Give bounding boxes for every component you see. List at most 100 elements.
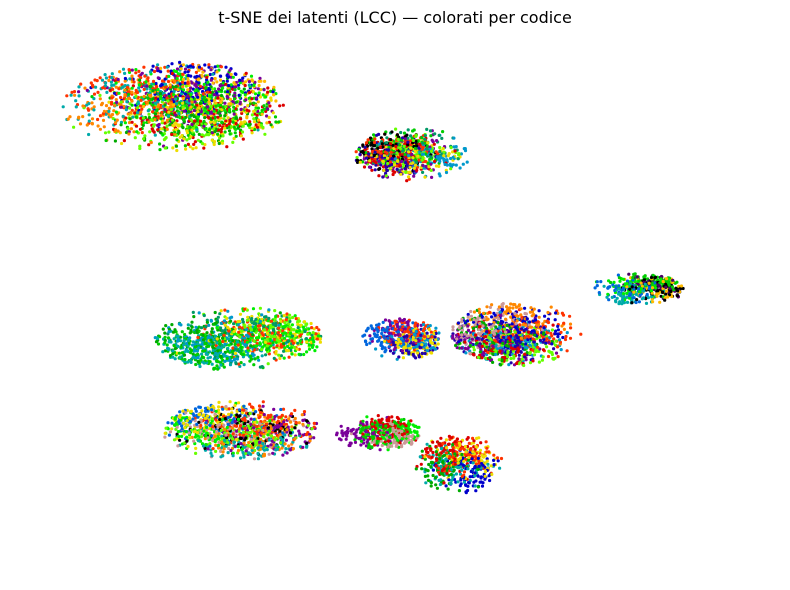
cluster-6: [153, 306, 323, 371]
scatter-point: [548, 350, 552, 354]
scatter-point: [69, 93, 73, 97]
scatter-point: [406, 175, 411, 179]
scatter-point: [180, 134, 184, 138]
scatter-point: [357, 147, 361, 151]
scatter-point: [177, 129, 181, 133]
scatter-point: [123, 88, 127, 92]
scatter-point: [258, 76, 262, 80]
scatter-point: [231, 100, 235, 104]
scatter-point: [506, 355, 510, 359]
scatter-point: [159, 127, 163, 131]
scatter-point: [196, 89, 200, 93]
scatter-point: [205, 90, 209, 94]
scatter-point: [454, 145, 458, 149]
scatter-point: [560, 311, 565, 315]
scatter-point: [397, 355, 401, 359]
scatter-point: [556, 328, 561, 332]
scatter-point: [223, 114, 227, 118]
cluster-1: [61, 60, 285, 153]
scatter-point: [210, 90, 215, 94]
scatter-point: [423, 175, 427, 179]
scatter-point: [142, 65, 146, 69]
scatter-point: [611, 283, 615, 287]
scatter-point: [127, 121, 132, 125]
scatter-point: [148, 130, 152, 134]
scatter-point: [463, 346, 467, 350]
scatter-point: [469, 341, 473, 345]
scatter-point: [104, 138, 108, 143]
scatter-point: [429, 346, 433, 350]
scatter-point: [252, 117, 256, 121]
scatter-point: [172, 79, 177, 83]
scatter-point: [562, 321, 566, 325]
scatter-point: [461, 162, 465, 166]
scatter-point: [242, 120, 246, 124]
cluster-2: [354, 127, 469, 183]
scatter-point: [401, 136, 405, 140]
scatter-point: [606, 292, 610, 296]
scatter-point: [658, 300, 662, 304]
scatter-point: [156, 100, 160, 104]
scatter-point: [189, 86, 193, 90]
scatter-point: [195, 128, 199, 132]
scatter-point: [524, 342, 528, 346]
scatter-point: [637, 300, 642, 304]
scatter-point: [191, 147, 195, 151]
scatter-point: [227, 84, 231, 88]
scatter-point: [438, 149, 442, 154]
scatter-point: [239, 117, 243, 121]
scatter-point: [251, 307, 256, 311]
scatter-point: [117, 87, 121, 91]
scatter-point: [508, 310, 512, 314]
scatter-point: [485, 326, 489, 330]
scatter-point: [193, 105, 197, 109]
scatter-point: [421, 145, 425, 149]
scatter-point: [232, 81, 236, 85]
scatter-point: [386, 156, 390, 160]
scatter-point: [379, 341, 383, 345]
scatter-point: [96, 90, 100, 94]
scatter-point: [553, 318, 557, 322]
scatter-point: [363, 145, 367, 149]
scatter-point: [228, 119, 232, 123]
scatter-point: [620, 288, 624, 292]
scatter-point: [387, 319, 391, 323]
scatter-point: [142, 121, 146, 125]
scatter-point: [372, 159, 376, 163]
scatter-point: [451, 328, 455, 332]
scatter-point: [465, 160, 469, 164]
scatter-point: [181, 118, 186, 122]
scatter-point: [504, 330, 508, 334]
scatter-point: [190, 122, 194, 127]
scatter-point: [435, 139, 439, 143]
scatter-point: [232, 105, 236, 109]
scatter-point: [564, 334, 568, 339]
scatter-point: [534, 350, 538, 354]
scatter-point: [438, 174, 442, 178]
scatter-point: [225, 145, 229, 149]
scatter-point: [218, 78, 223, 82]
scatter-point: [151, 79, 156, 83]
scatter-point: [90, 117, 95, 121]
scatter-point: [127, 68, 132, 72]
scatter-point: [427, 328, 431, 332]
scatter-point: [233, 72, 237, 76]
scatter-point: [419, 333, 423, 337]
scatter-point: [291, 315, 295, 320]
scatter-point: [219, 65, 223, 69]
scatter-point: [271, 111, 275, 115]
scatter-point: [213, 129, 217, 134]
scatter-point: [189, 113, 193, 117]
scatter-point: [159, 113, 163, 117]
scatter-point: [81, 115, 85, 119]
scatter-point: [456, 157, 460, 161]
scatter-point: [425, 331, 429, 335]
scatter-point: [486, 350, 490, 355]
scatter-point: [248, 120, 252, 124]
scatter-point: [219, 93, 224, 98]
scatter-point: [416, 154, 420, 158]
scatter-point: [634, 300, 638, 305]
scatter-point: [169, 108, 173, 112]
scatter-point: [186, 142, 190, 146]
scatter-point: [201, 70, 205, 74]
